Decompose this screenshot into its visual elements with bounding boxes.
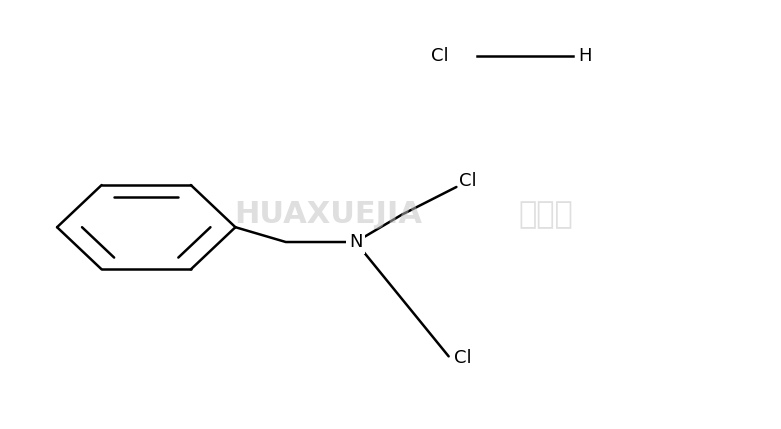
Text: HUAXUEJIA: HUAXUEJIA — [234, 200, 423, 229]
Text: Cl: Cl — [454, 349, 472, 367]
Text: 化学加: 化学加 — [519, 200, 573, 229]
Text: Cl: Cl — [431, 47, 448, 65]
Text: H: H — [578, 47, 592, 65]
Text: Cl: Cl — [458, 172, 476, 190]
Text: N: N — [349, 233, 362, 251]
